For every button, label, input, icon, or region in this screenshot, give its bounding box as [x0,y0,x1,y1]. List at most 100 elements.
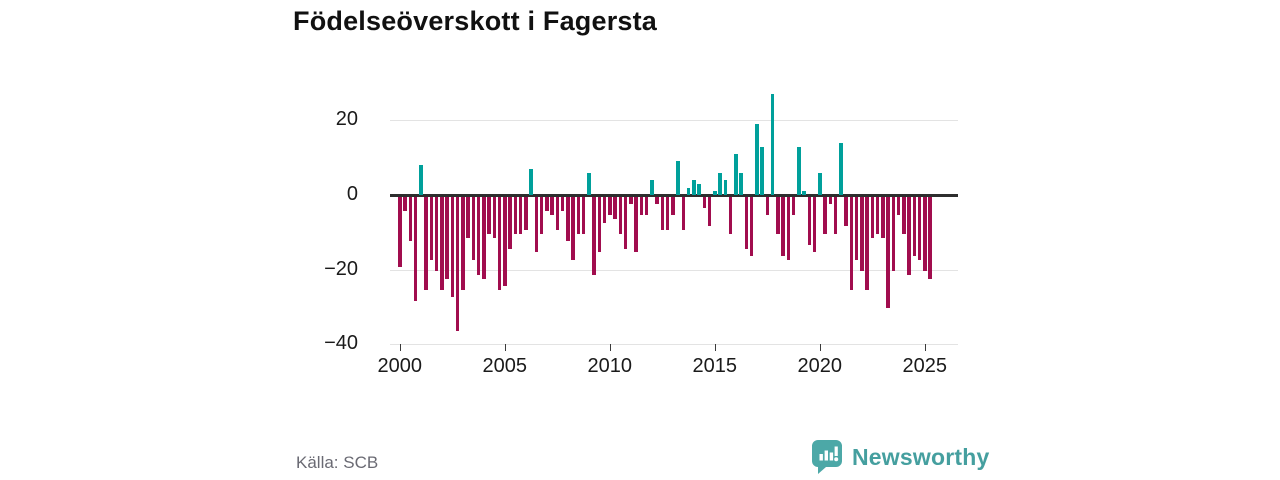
bar-2000-q45 [634,196,638,253]
bar-2000-q67 [749,196,754,257]
bar-2000-q81 [823,196,827,234]
bar-2000-q11 [455,196,460,331]
bar-2000-q38 [597,196,601,253]
bar-2000-q101 [928,196,932,279]
bar-2000-q52 [671,196,675,216]
bar-2000-q65 [739,172,743,195]
bar-2000-q3 [413,196,418,301]
bar-2000-q85 [844,196,848,227]
bar-2000-q54 [681,196,685,231]
bar-2000-q74 [786,196,790,260]
bar-2000-q21 [508,196,512,249]
bar-2000-q66 [744,196,748,249]
x-axis-tick-label: 2005 [482,355,528,377]
x-axis-tick-label: 2015 [692,355,738,377]
bar-2000-q33 [571,196,575,260]
bar-2000-q62 [723,180,727,195]
bar-2000-q88 [860,196,864,272]
bar-2000-q48 [650,180,654,195]
bar-2000-q57 [697,183,701,195]
bar-2000-q61 [718,172,722,195]
bar-2000-q0 [398,196,402,268]
x-axis-tick-mark [609,344,612,351]
bar-2000-q89 [865,196,869,290]
bar-2000-q14 [471,196,475,260]
y-axis-tick-label: 20 [335,108,358,131]
bar-2000-q51 [665,196,670,231]
bar-2000-q100 [923,196,927,272]
bar-2000-q28 [545,196,549,212]
bar-2000-q53 [676,161,680,195]
newsworthy-logo[interactable]: Newsworthy [812,440,989,475]
bar-2000-q91 [875,196,880,234]
bar-2000-q69 [760,146,764,195]
bar-2000-q5 [424,196,428,290]
bar-2000-q92 [881,196,885,238]
bar-2000-q24 [524,196,528,231]
bar-2000-q79 [812,196,817,253]
bar-2000-q1 [403,196,407,212]
bar-2000-q68 [755,124,759,195]
bar-2000-q12 [461,196,465,290]
bar-2000-q59 [707,196,712,227]
x-axis-tick-mark [504,344,507,351]
bar-2000-q13 [466,196,470,238]
bar-2000-q42 [618,196,622,234]
bar-2000-q90 [870,196,874,238]
bar-2000-q4 [419,165,423,195]
bar-2000-q47 [644,196,649,216]
chart-title: Födelseöverskott i Fagersta [293,6,658,36]
bar-2000-q32 [566,196,570,242]
bar-2000-q98 [912,196,916,257]
bar-2000-q7 [434,196,439,272]
bar-2000-q20 [503,196,507,287]
bar-2000-q25 [529,168,533,195]
bar-2000-q87 [854,196,859,260]
bar-2000-q29 [550,196,554,216]
bar-2000-q30 [555,196,559,231]
gridline [390,269,958,271]
newsworthy-speech-bubble-chart-icon [812,440,843,475]
bar-2000-q6 [429,196,433,260]
bar-2000-q49 [655,196,659,204]
bar-2000-q56 [692,180,696,195]
x-axis-tick-mark [714,344,717,351]
x-axis-tick-label: 2020 [797,355,843,377]
bar-2000-q16 [482,196,486,279]
bar-2000-q43 [623,196,628,249]
x-axis-tick-label: 2000 [377,355,423,377]
bar-2000-q84 [839,142,843,195]
bar-2000-q86 [849,196,853,290]
bar-2000-q70 [765,196,769,216]
bar-2000-q73 [781,196,785,257]
bar-2000-q40 [608,196,612,216]
bar-2000-q22 [513,196,517,234]
bar-2000-q23 [518,196,523,234]
plot-area [390,85,958,347]
bar-2000-q99 [917,196,922,260]
bar-2000-q37 [592,196,596,275]
bar-2000-q34 [576,196,580,234]
bar-2000-q27 [539,196,544,234]
bar-2000-q97 [907,196,911,275]
bar-2000-q31 [560,196,565,212]
bar-2000-q95 [896,196,901,216]
bar-2000-q71 [770,94,775,195]
bar-2000-q72 [776,196,780,234]
bar-2000-q41 [613,196,617,219]
x-axis-tick-label: 2010 [587,355,633,377]
bar-2000-q8 [440,196,444,290]
bar-2000-q36 [587,172,591,195]
bar-2000-q46 [639,196,643,216]
bar-2000-q44 [629,196,633,204]
bar-2000-q94 [891,196,895,272]
bar-2000-q75 [791,196,796,216]
zero-baseline [390,193,958,197]
bar-2000-q55 [686,187,691,195]
bar-2000-q39 [602,196,607,223]
gridline [390,344,958,346]
bar-2000-q35 [581,196,586,234]
bar-2000-q76 [797,146,801,195]
bar-2000-q18 [492,196,496,238]
